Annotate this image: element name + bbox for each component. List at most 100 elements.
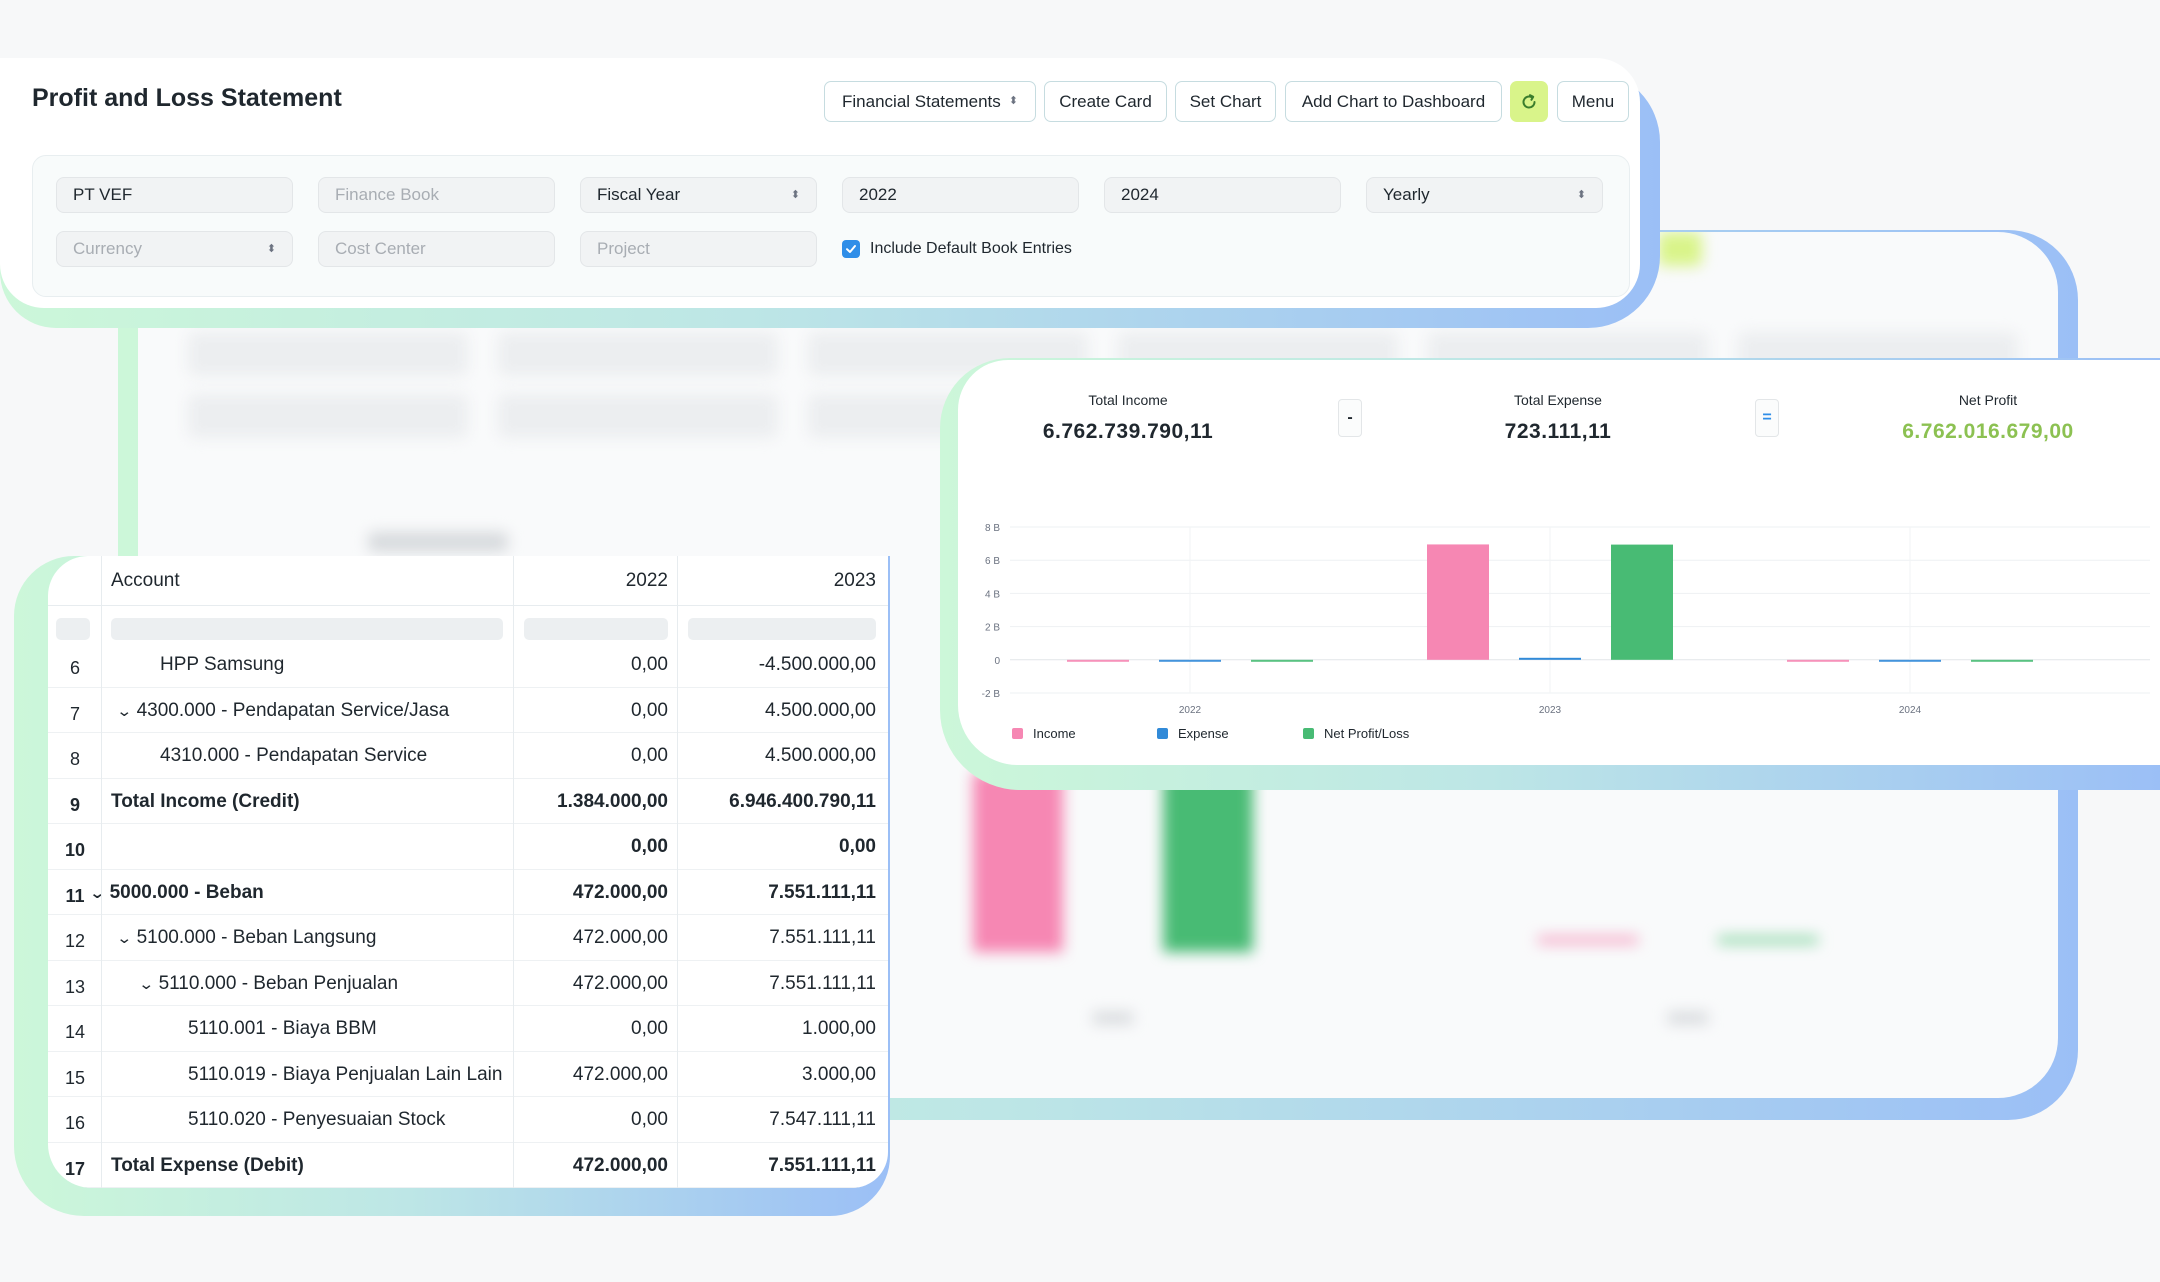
loading-skeleton: [56, 618, 90, 640]
chevron-down-icon[interactable]: ⌄: [138, 975, 155, 993]
table-row[interactable]: 11 ⌄ 5000.000 - Beban 472.000,00 7.551.111,1…: [48, 870, 888, 915]
table-row[interactable]: 17 Total Expense (Debit) 472.000,00 7.551.1…: [48, 1143, 888, 1188]
value-cell-2023[interactable]: 6.946.400.790,11: [729, 790, 876, 812]
value-cell-2023[interactable]: 1.000,00: [802, 1018, 876, 1039]
table-row[interactable]: 15 5110.019 - Biaya Penjualan Lain Lain 47…: [48, 1052, 888, 1097]
include-default-book-entries-checkbox[interactable]: Include Default Book Entries: [842, 240, 1072, 258]
chevron-down-icon[interactable]: ⌄: [89, 884, 106, 902]
project-field[interactable]: Project: [580, 231, 817, 267]
value-cell-2022[interactable]: 472.000,00: [572, 972, 668, 994]
y-tick-label: 0: [994, 656, 1000, 667]
account-cell[interactable]: 4310.000 - Pendapatan Service: [160, 745, 427, 767]
table-row[interactable]: 10 0,00 0,00: [48, 824, 888, 870]
table-row[interactable]: 8 4310.000 - Pendapatan Service 0,00 4.500.…: [48, 733, 888, 779]
filter-panel: [32, 155, 1630, 297]
account-label: 4300.000 - Pendapatan Service/Jasa: [136, 699, 450, 721]
legend-item-income[interactable]: Income: [1012, 726, 1076, 741]
account-cell[interactable]: 5110.020 - Penyesuaian Stock: [188, 1109, 445, 1131]
value-cell-2023[interactable]: 7.551.111,11: [768, 1154, 876, 1176]
x-tick-label: 2023: [1539, 705, 1562, 716]
value-cell-2022[interactable]: 0,00: [631, 699, 668, 721]
financial-statements-button[interactable]: Financial Statements ⬍: [824, 81, 1036, 122]
value-cell-2023[interactable]: 7.551.111,11: [768, 881, 876, 903]
column-header-2023[interactable]: 2023: [833, 570, 876, 591]
account-cell[interactable]: Total Income (Credit): [111, 791, 300, 813]
company-value: PT VEF: [73, 185, 133, 204]
loading-skeleton: [688, 618, 876, 640]
value-cell-2022[interactable]: 472.000,00: [572, 881, 668, 903]
y-tick-label: 4 B: [985, 589, 1000, 600]
table-row[interactable]: 7 ⌄ 4300.000 - Pendapatan Service/Jasa 0,00…: [48, 688, 888, 733]
cost-center-field[interactable]: Cost Center: [318, 231, 555, 267]
account-cell[interactable]: 5110.001 - Biaya BBM: [188, 1018, 377, 1040]
value-cell-2023[interactable]: 7.547.111,11: [769, 1109, 876, 1130]
row-number: 14: [64, 1022, 86, 1042]
legend-item-net-profit-loss[interactable]: Net Profit/Loss: [1303, 726, 1409, 741]
periodicity-select[interactable]: Yearly ⬍: [1366, 177, 1603, 213]
column-header-2022[interactable]: 2022: [625, 570, 668, 591]
x-tick-label: 2024: [1899, 705, 1922, 716]
table-row[interactable]: 6 HPP Samsung 0,00 -4.500.000,00: [48, 642, 888, 688]
account-cell[interactable]: 5110.019 - Biaya Penjualan Lain Lain: [188, 1064, 502, 1086]
table-row[interactable]: 14 5110.001 - Biaya BBM 0,00 1.000,00: [48, 1006, 888, 1052]
account-cell[interactable]: HPP Samsung: [160, 654, 284, 676]
table-row[interactable]: 13 ⌄ 5110.000 - Beban Penjualan 472.000,00 7…: [48, 961, 888, 1006]
to-year-field[interactable]: 2024: [1104, 177, 1341, 213]
blurred-xlabel: [1093, 1012, 1133, 1024]
set-chart-button[interactable]: Set Chart: [1175, 81, 1276, 122]
currency-select[interactable]: Currency ⬍: [56, 231, 293, 267]
legend-item-expense[interactable]: Expense: [1157, 726, 1229, 741]
add-chart-to-dashboard-button[interactable]: Add Chart to Dashboard: [1285, 81, 1502, 122]
account-label: HPP Samsung: [160, 654, 285, 675]
account-cell[interactable]: ⌄ 5100.000 - Beban Langsung: [116, 927, 376, 949]
value-cell-2022[interactable]: 0,00: [631, 745, 668, 766]
chevron-down-icon[interactable]: ⌄: [116, 702, 133, 720]
value-cell-2023[interactable]: -4.500.000,00: [758, 654, 876, 675]
value-cell-2023[interactable]: 4.500.000,00: [765, 699, 876, 721]
blurred-kpi-label: [368, 532, 508, 552]
filter-based-on-select[interactable]: Fiscal Year ⬍: [580, 177, 817, 213]
project-placeholder: Project: [597, 239, 650, 258]
account-label: 5110.020 - Penyesuaian Stock: [188, 1109, 446, 1130]
refresh-button[interactable]: [1510, 81, 1548, 122]
row-number: 9: [69, 794, 80, 815]
table-row[interactable]: 9 Total Income (Credit) 1.384.000,00 6.946.…: [48, 779, 888, 824]
account-cell[interactable]: ⌄ 4300.000 - Pendapatan Service/Jasa: [116, 699, 450, 722]
checkbox[interactable]: [842, 240, 860, 258]
menu-button[interactable]: Menu: [1557, 81, 1629, 122]
column-header-account[interactable]: Account: [111, 570, 180, 591]
finance-book-field[interactable]: Finance Book: [318, 177, 555, 213]
account-cell[interactable]: ⌄ 5000.000 - Beban: [89, 882, 264, 904]
value-cell-2022[interactable]: 0,00: [631, 836, 668, 857]
value-cell-2022[interactable]: 472.000,00: [572, 1154, 668, 1176]
company-field[interactable]: PT VEF: [56, 177, 293, 213]
legend-swatch-income: [1012, 728, 1023, 739]
account-cell[interactable]: Total Expense (Debit): [111, 1155, 304, 1177]
value-cell-2023[interactable]: 3.000,00: [802, 1063, 876, 1085]
bar-income-2022: [1067, 659, 1129, 662]
value-cell-2023[interactable]: 7.551.111,11: [769, 927, 876, 948]
account-cell[interactable]: ⌄ 5110.000 - Beban Penjualan: [138, 973, 398, 995]
create-card-button[interactable]: Create Card: [1044, 81, 1167, 122]
table-card: Account 2022 2023 6 HPP Samsung 0,00 -4.500…: [48, 556, 888, 1188]
value-cell-2022[interactable]: 0,00: [631, 654, 668, 675]
value-cell-2022[interactable]: 1.384.000,00: [557, 790, 668, 812]
account-label: 5110.001 - Biaya BBM: [188, 1018, 377, 1039]
sort-icon: ⬍: [790, 188, 800, 201]
bar-income-2024: [1787, 659, 1849, 662]
value-cell-2022[interactable]: 0,00: [631, 1018, 668, 1039]
value-cell-2022[interactable]: 472.000,00: [572, 1063, 668, 1085]
loading-skeleton: [524, 618, 668, 640]
x-tick-label: 2022: [1179, 705, 1202, 716]
blurred-refresh: [1658, 232, 1702, 266]
value-cell-2023[interactable]: 7.551.111,11: [769, 972, 876, 994]
value-cell-2022[interactable]: 472.000,00: [572, 927, 668, 948]
value-cell-2023[interactable]: 4.500.000,00: [765, 745, 876, 766]
chart-card: [958, 360, 2160, 765]
from-year-field[interactable]: 2022: [842, 177, 1079, 213]
table-row[interactable]: 16 5110.020 - Penyesuaian Stock 0,00 7.547.…: [48, 1097, 888, 1143]
chevron-down-icon[interactable]: ⌄: [116, 930, 133, 947]
value-cell-2022[interactable]: 0,00: [631, 1109, 668, 1130]
value-cell-2023[interactable]: 0,00: [839, 836, 876, 857]
table-row[interactable]: 12 ⌄ 5100.000 - Beban Langsung 472.000,00 7.…: [48, 915, 888, 961]
